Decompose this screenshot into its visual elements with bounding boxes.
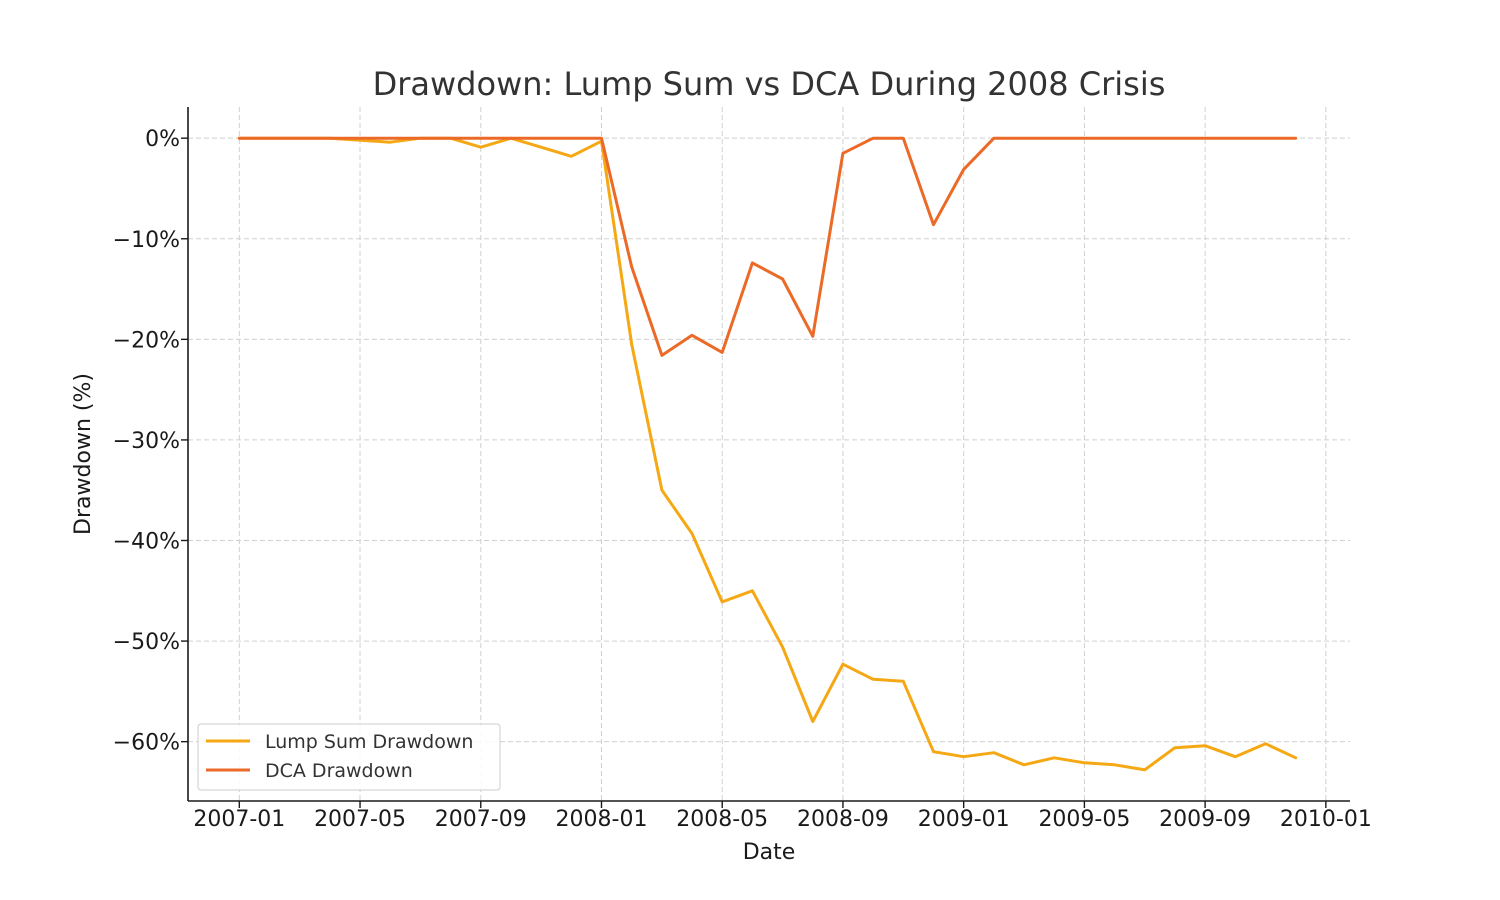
x-tick-label: 2008-05 bbox=[676, 807, 768, 832]
y-tick-label: −40% bbox=[113, 529, 180, 554]
y-tick-label: −10% bbox=[113, 228, 180, 253]
x-tick-label: 2008-01 bbox=[556, 807, 648, 832]
series-line-lump-sum bbox=[237, 136, 1298, 772]
y-axis-ticks: 0% −10% −20% −30% −40% −50% −60% bbox=[113, 127, 188, 756]
chart-title: Drawdown: Lump Sum vs DCA During 2008 Cr… bbox=[373, 65, 1166, 103]
y-axis-label: Drawdown (%) bbox=[71, 373, 96, 535]
legend-box bbox=[197, 723, 501, 791]
legend: Lump Sum Drawdown DCA Drawdown bbox=[197, 723, 501, 791]
x-tick-label: 2009-09 bbox=[1159, 807, 1251, 832]
x-tick-label: 2008-09 bbox=[797, 807, 889, 832]
series-layer bbox=[237, 136, 1298, 772]
y-tick-label: 0% bbox=[145, 127, 180, 152]
y-tick-label: −50% bbox=[113, 630, 180, 655]
grid-layer bbox=[188, 107, 1350, 801]
x-tick-label: 2007-09 bbox=[435, 807, 527, 832]
y-tick-label: −20% bbox=[113, 328, 180, 353]
legend-label-lump-sum: Lump Sum Drawdown bbox=[265, 731, 473, 753]
x-tick-label: 2009-01 bbox=[918, 807, 1010, 832]
x-tick-label: 2007-01 bbox=[193, 807, 285, 832]
legend-label-dca: DCA Drawdown bbox=[265, 760, 413, 782]
y-tick-label: −30% bbox=[113, 429, 180, 454]
x-axis-label: Date bbox=[743, 840, 796, 865]
x-tick-label: 2009-05 bbox=[1038, 807, 1130, 832]
x-tick-label: 2010-01 bbox=[1280, 807, 1372, 832]
x-axis-ticks: 2007-01 2007-05 2007-09 2008-01 2008-05 2008-… bbox=[193, 801, 1372, 832]
x-tick-label: 2007-05 bbox=[314, 807, 406, 832]
y-tick-label: −60% bbox=[113, 731, 180, 756]
series-line-dca bbox=[237, 136, 1298, 357]
